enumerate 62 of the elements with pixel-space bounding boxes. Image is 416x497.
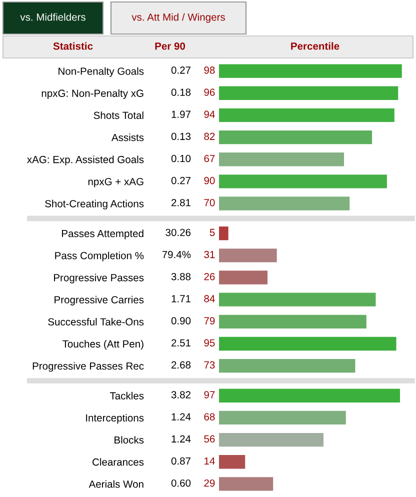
y-tick-label: Pass Completion % xyxy=(55,252,144,262)
y-tick-label: Touches (Att Pen) xyxy=(62,340,144,350)
text: 2.68 xyxy=(172,361,191,369)
y-tick-label: xAG: Exp. Assisted Goals xyxy=(27,156,144,166)
data-label: 97 xyxy=(204,391,215,398)
y-tick-label: Shot-Creating Actions xyxy=(45,200,144,210)
y-tick-label: Progressive Passes Rec xyxy=(32,362,144,372)
data-label: 94 xyxy=(204,110,215,118)
y-tick-label: Progressive Carries xyxy=(54,296,144,306)
data-label: 31 xyxy=(204,250,215,258)
data-label: 96 xyxy=(204,88,215,96)
text: Per 90 xyxy=(155,42,186,50)
data-label: 14 xyxy=(204,457,215,465)
y-axis-title: Statistic xyxy=(53,42,93,50)
data-label: 73 xyxy=(204,361,215,369)
text: 1.24 xyxy=(172,413,191,420)
y-tick-label: Non-Penalty Goals xyxy=(58,67,144,77)
y-tick-label: npxG + xAG xyxy=(88,178,144,188)
data-label: 95 xyxy=(204,339,215,347)
text: 0.27 xyxy=(171,176,190,184)
text: 0.90 xyxy=(171,317,191,324)
y-tick-label: Assists xyxy=(111,134,144,142)
text: 0.27 xyxy=(171,66,190,74)
y-tick-label: Clearances xyxy=(92,458,144,466)
y-tick-label: npxG: Non-Penalty xG xyxy=(42,89,144,99)
y-tick-label: Passes Attempted xyxy=(62,230,144,240)
text: 0.60 xyxy=(171,479,191,487)
text: 0.13 xyxy=(171,132,191,140)
y-tick-label: Aerials Won xyxy=(88,480,144,488)
data-label: 67 xyxy=(204,154,215,162)
y-tick-label: Tackles xyxy=(110,392,144,400)
y-tick-label: Progressive Passes xyxy=(54,274,144,284)
data-label: 70 xyxy=(204,199,215,206)
data-label: 84 xyxy=(204,295,215,302)
data-label: 26 xyxy=(204,272,215,280)
text: 2.81 xyxy=(172,199,190,206)
text: 79.4% xyxy=(162,250,191,258)
text: 0.10 xyxy=(171,154,191,162)
text: 0.87 xyxy=(171,457,190,465)
text: vs. Att Mid / Wingers xyxy=(132,13,225,23)
text: 2.51 xyxy=(172,339,190,347)
y-tick-label: Blocks xyxy=(114,436,144,444)
text: 1.24 xyxy=(172,435,191,442)
data-label: 29 xyxy=(204,479,215,487)
x-axis-title: Percentile xyxy=(291,42,340,50)
text: 30.26 xyxy=(166,228,191,236)
y-tick-label: Successful Take-Ons xyxy=(48,318,144,326)
text: vs. Midfielders xyxy=(20,13,86,21)
y-tick-label: Shots Total xyxy=(94,111,144,120)
data-label: 82 xyxy=(204,132,215,140)
data-label: 98 xyxy=(204,66,215,74)
text: 1.71 xyxy=(172,295,190,302)
data-label: 5 xyxy=(210,228,215,236)
text: 1.97 xyxy=(172,110,190,118)
data-label: 90 xyxy=(204,176,215,184)
text: 3.82 xyxy=(171,391,190,398)
text: 3.88 xyxy=(171,272,191,280)
data-label: 79 xyxy=(204,317,215,324)
data-label: 56 xyxy=(204,435,215,443)
y-tick-label: Interceptions xyxy=(86,414,144,424)
text: 0.18 xyxy=(171,88,191,96)
data-label: 68 xyxy=(204,413,215,420)
